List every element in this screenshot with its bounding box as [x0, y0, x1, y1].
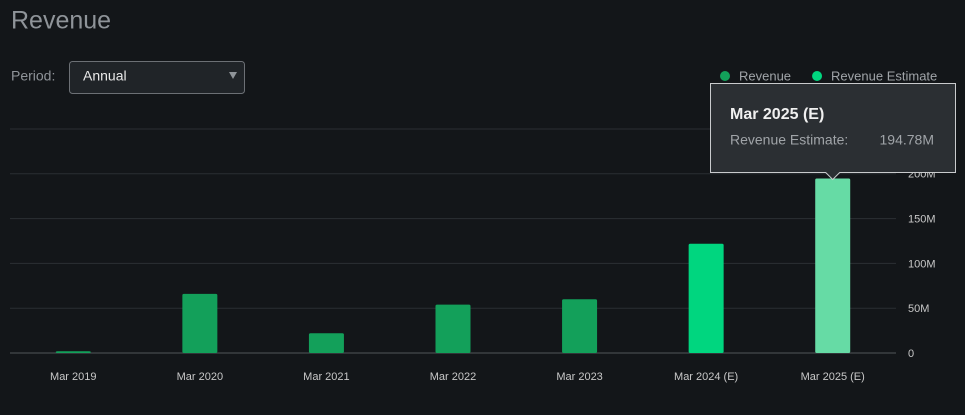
select-box[interactable]: [69, 61, 245, 94]
y-tick-label: 150M: [908, 214, 936, 226]
y-tick-label: 50M: [908, 303, 929, 315]
x-tick-label: Mar 2019: [50, 371, 96, 383]
legend-marker: [720, 71, 730, 81]
tooltip-value: 194.78M: [880, 132, 934, 148]
x-tick-label: Mar 2023: [556, 371, 602, 383]
tooltip-title: Mar 2025 (E): [730, 106, 824, 123]
select-arrow: [229, 72, 237, 79]
x-tick-label: Mar 2022: [430, 371, 476, 383]
y-tick-label: 0: [908, 348, 914, 360]
tooltip-label: Revenue Estimate:: [730, 132, 848, 148]
x-tick-label: Mar 2024 (E): [674, 371, 738, 383]
bar[interactable]: [562, 299, 598, 353]
select-value[interactable]: Annual: [83, 68, 127, 84]
bar[interactable]: [815, 178, 851, 353]
bar[interactable]: [308, 333, 344, 353]
legend-label[interactable]: Revenue: [739, 68, 791, 83]
bar[interactable]: [182, 293, 218, 353]
tooltip: Mar 2025 (E) Revenue Estimate: 194.78M: [710, 83, 956, 181]
legend-label[interactable]: Revenue Estimate: [831, 68, 937, 83]
x-tick-label: Mar 2025 (E): [801, 371, 865, 383]
tooltip-box: [710, 83, 956, 181]
period-label: Period:: [11, 68, 55, 84]
bar[interactable]: [55, 351, 91, 353]
x-tick-label: Mar 2020: [177, 371, 223, 383]
period-select[interactable]: Annual: [69, 61, 245, 94]
bar[interactable]: [435, 304, 471, 353]
y-tick-label: 100M: [908, 258, 936, 270]
bar[interactable]: [688, 243, 724, 353]
page-title: Revenue: [11, 7, 111, 35]
legend-marker: [812, 71, 823, 81]
x-tick-label: Mar 2021: [303, 371, 349, 383]
